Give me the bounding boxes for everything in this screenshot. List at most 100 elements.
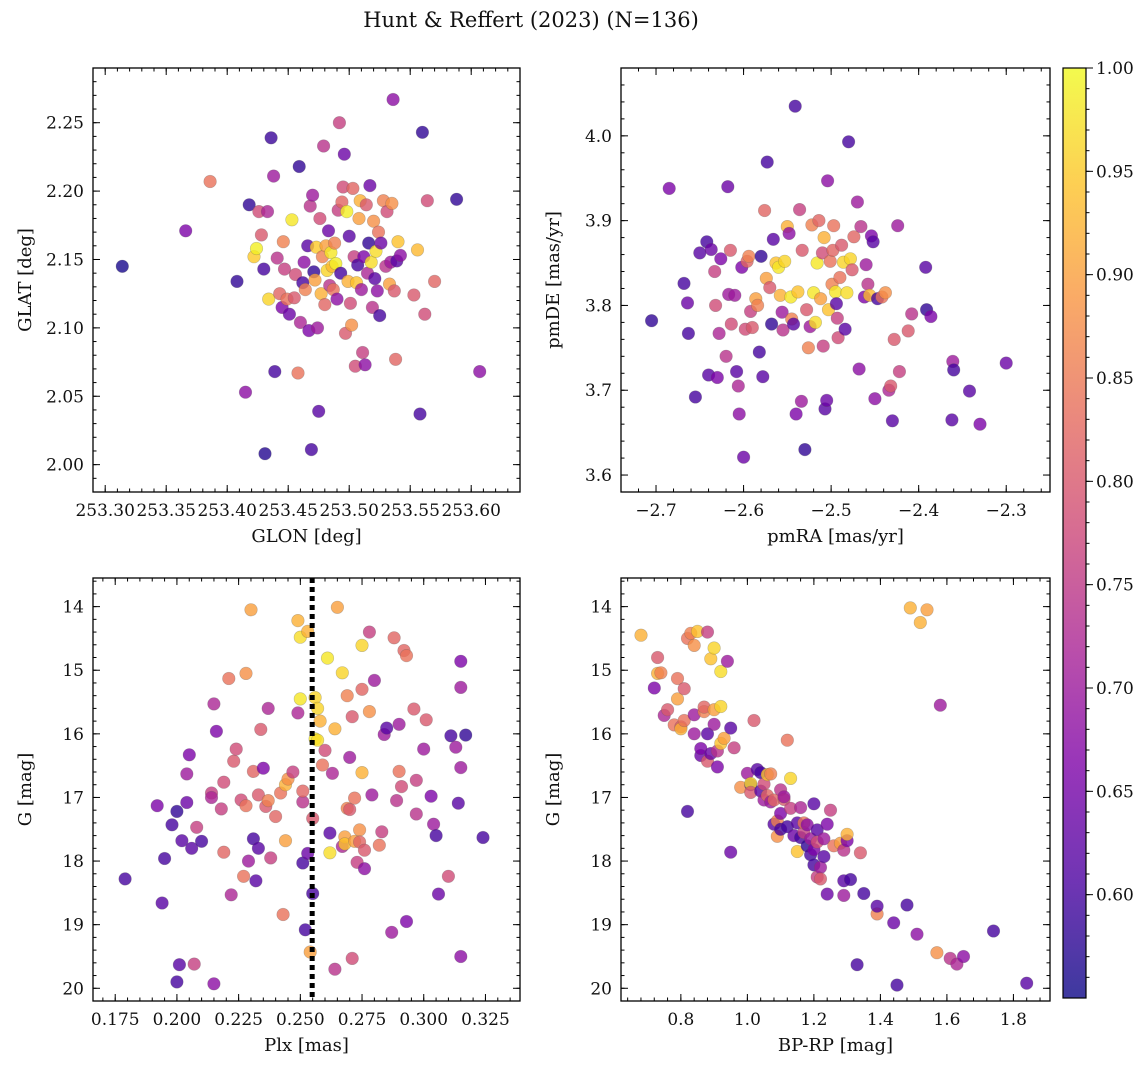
data-point xyxy=(807,797,821,811)
data-point xyxy=(459,728,473,742)
data-point xyxy=(454,680,468,695)
data-point xyxy=(634,628,648,642)
parallax-axes-frame xyxy=(92,577,521,1002)
parallax-xtick-label: 0.325 xyxy=(461,1010,510,1030)
data-point xyxy=(345,318,359,332)
cmd-xtick-label: 0.8 xyxy=(667,1010,694,1030)
data-point xyxy=(866,235,880,249)
data-point xyxy=(323,826,337,840)
cmd-xtick-label: 1.2 xyxy=(800,1010,827,1030)
data-point xyxy=(229,742,243,756)
data-point xyxy=(687,727,701,741)
data-point xyxy=(444,729,458,743)
data-point xyxy=(306,188,320,202)
data-point xyxy=(707,641,721,655)
data-point xyxy=(392,717,406,731)
data-point xyxy=(230,274,244,289)
data-point xyxy=(367,673,382,688)
position-ytick-label: 2.20 xyxy=(46,182,84,202)
data-point xyxy=(297,255,311,269)
data-point xyxy=(827,219,841,233)
data-point xyxy=(750,298,765,313)
data-point xyxy=(892,365,907,379)
data-point xyxy=(368,272,382,286)
data-point xyxy=(285,213,299,227)
data-point xyxy=(794,394,809,408)
data-point xyxy=(387,631,401,645)
data-point xyxy=(370,284,384,298)
cmd-axes-frame xyxy=(620,577,1051,1002)
data-point xyxy=(782,226,796,240)
data-point xyxy=(179,224,193,238)
data-point xyxy=(677,713,691,728)
data-point xyxy=(170,804,184,819)
data-point xyxy=(724,721,738,735)
data-point xyxy=(150,799,164,813)
data-point xyxy=(312,404,326,418)
panel-cmd: 0.8 1.0 1.2 1.4 1.6 1.8 14 15 16 17 18 19 20 BP-RP [m… xyxy=(543,577,1051,1056)
data-point xyxy=(330,292,344,306)
data-point xyxy=(355,765,369,780)
position-xtick-label: 253.35 xyxy=(136,501,195,521)
data-point xyxy=(348,791,362,805)
data-point xyxy=(845,263,859,277)
data-point xyxy=(820,393,834,408)
data-point xyxy=(766,232,780,246)
data-point xyxy=(115,259,129,273)
data-point xyxy=(334,266,348,280)
data-point xyxy=(780,733,794,747)
data-point xyxy=(357,843,372,857)
data-point xyxy=(708,264,722,279)
data-point xyxy=(367,214,381,228)
data-point xyxy=(843,872,858,887)
figure-title: Hunt & Reffert (2023) (N=136) xyxy=(363,8,699,32)
data-point xyxy=(337,147,351,161)
data-point xyxy=(828,285,843,299)
data-point xyxy=(165,818,179,832)
data-point xyxy=(261,701,275,716)
cmd-ytick-label: 14 xyxy=(590,598,612,618)
data-point xyxy=(714,664,728,679)
data-point xyxy=(413,407,427,421)
data-point xyxy=(278,834,293,848)
cmd-ylabel: G [mag] xyxy=(543,753,564,826)
data-point xyxy=(999,356,1013,370)
data-point xyxy=(834,238,849,252)
data-point xyxy=(335,666,349,680)
data-point xyxy=(407,288,421,302)
position-xtick-label: 253.30 xyxy=(75,501,134,521)
data-point xyxy=(724,845,738,859)
data-point xyxy=(808,315,823,330)
data-point xyxy=(385,925,399,939)
proper-motion-ticks xyxy=(621,68,1050,493)
data-point xyxy=(158,851,172,866)
data-point xyxy=(700,625,715,639)
data-point xyxy=(352,211,366,226)
data-point xyxy=(172,958,186,972)
data-point xyxy=(677,682,691,696)
data-point xyxy=(905,307,919,321)
parallax-ytick-label: 16 xyxy=(62,725,84,745)
data-point xyxy=(710,370,724,385)
data-point xyxy=(340,689,354,703)
data-point xyxy=(833,270,847,285)
data-point xyxy=(764,317,779,331)
data-point xyxy=(260,205,275,219)
data-point xyxy=(264,131,278,145)
parallax-ytick-label: 17 xyxy=(62,788,84,808)
data-point xyxy=(901,324,915,338)
data-point xyxy=(840,286,854,300)
data-point xyxy=(244,603,258,617)
data-point xyxy=(778,254,792,268)
data-point xyxy=(362,625,377,639)
data-point xyxy=(318,743,332,758)
data-point xyxy=(650,650,665,665)
data-point xyxy=(714,252,728,266)
data-point xyxy=(823,803,838,817)
data-point xyxy=(386,92,400,107)
data-point xyxy=(392,764,406,779)
data-point xyxy=(647,681,661,695)
parallax-xlabel: Plx [mas] xyxy=(264,1035,349,1056)
data-point xyxy=(817,849,831,864)
cmd-xtick-label: 1.4 xyxy=(867,1010,894,1030)
